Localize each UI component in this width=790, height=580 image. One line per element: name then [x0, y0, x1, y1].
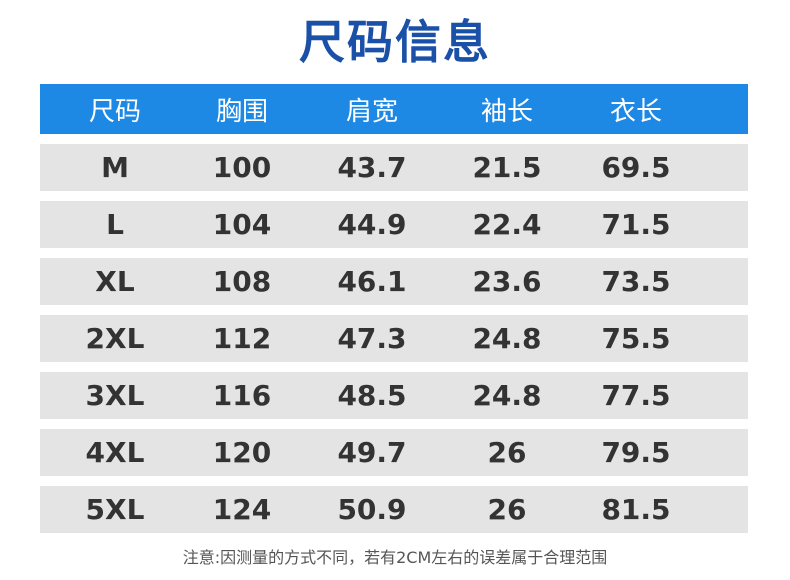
column-header: 胸围	[215, 96, 269, 127]
table-cell: 22.4	[472, 208, 542, 241]
table-cell: M	[101, 151, 129, 184]
table-cell: 81.5	[601, 493, 671, 526]
column-header: 衣长	[609, 96, 663, 127]
table-row: 2XL 112 47.3 24.8 75.5	[40, 315, 748, 362]
table-cell: 75.5	[601, 322, 671, 355]
table-cell: 47.3	[337, 322, 407, 355]
table-cell: 49.7	[337, 436, 407, 469]
note: 注意:因测量的方式不同，若有2CM左右的误差属于合理范围	[182, 548, 608, 567]
table-cell: 4XL	[85, 436, 145, 469]
table-cell: 79.5	[601, 436, 671, 469]
table-cell: 71.5	[601, 208, 671, 241]
table-cell: 120	[212, 436, 272, 469]
header-row: 尺码 胸围 肩宽 袖长 衣长	[40, 84, 748, 134]
table-cell: 21.5	[472, 151, 542, 184]
table-row: 4XL 120 49.7 26 79.5	[40, 429, 748, 476]
table-row: 3XL 116 48.5 24.8 77.5	[40, 372, 748, 419]
table-cell: 104	[212, 208, 272, 241]
table-row: M 100 43.7 21.5 69.5	[40, 144, 748, 191]
table-cell: 2XL	[85, 322, 145, 355]
table-cell: 3XL	[85, 379, 145, 412]
table-row: 5XL 124 50.9 26 81.5	[40, 486, 748, 533]
column-header: 袖长	[480, 96, 534, 127]
table-cell: 108	[212, 265, 272, 298]
table-cell: 24.8	[472, 322, 542, 355]
table-cell: 46.1	[337, 265, 407, 298]
table-cell: 5XL	[85, 493, 145, 526]
table-cell: 26	[487, 436, 527, 469]
table-cell: 24.8	[472, 379, 542, 412]
table-cell: 77.5	[601, 379, 671, 412]
table-row: L 104 44.9 22.4 71.5	[40, 201, 748, 248]
table-cell: 112	[212, 322, 272, 355]
table-cell: 100	[212, 151, 272, 184]
table-cell: XL	[95, 265, 135, 298]
table-cell: 73.5	[601, 265, 671, 298]
column-header: 尺码	[88, 96, 142, 127]
table-cell: 44.9	[337, 208, 407, 241]
table-cell: 43.7	[337, 151, 407, 184]
table-cell: 69.5	[601, 151, 671, 184]
title: 尺码信息	[299, 15, 491, 69]
table-cell: 48.5	[337, 379, 407, 412]
table-cell: 116	[212, 379, 272, 412]
table-cell: 23.6	[472, 265, 542, 298]
table-cell: 124	[212, 493, 272, 526]
table-row: XL 108 46.1 23.6 73.5	[40, 258, 748, 305]
column-header: 肩宽	[345, 96, 399, 127]
table-cell: 26	[487, 493, 527, 526]
table-cell: L	[106, 208, 124, 241]
table-cell: 50.9	[337, 493, 407, 526]
